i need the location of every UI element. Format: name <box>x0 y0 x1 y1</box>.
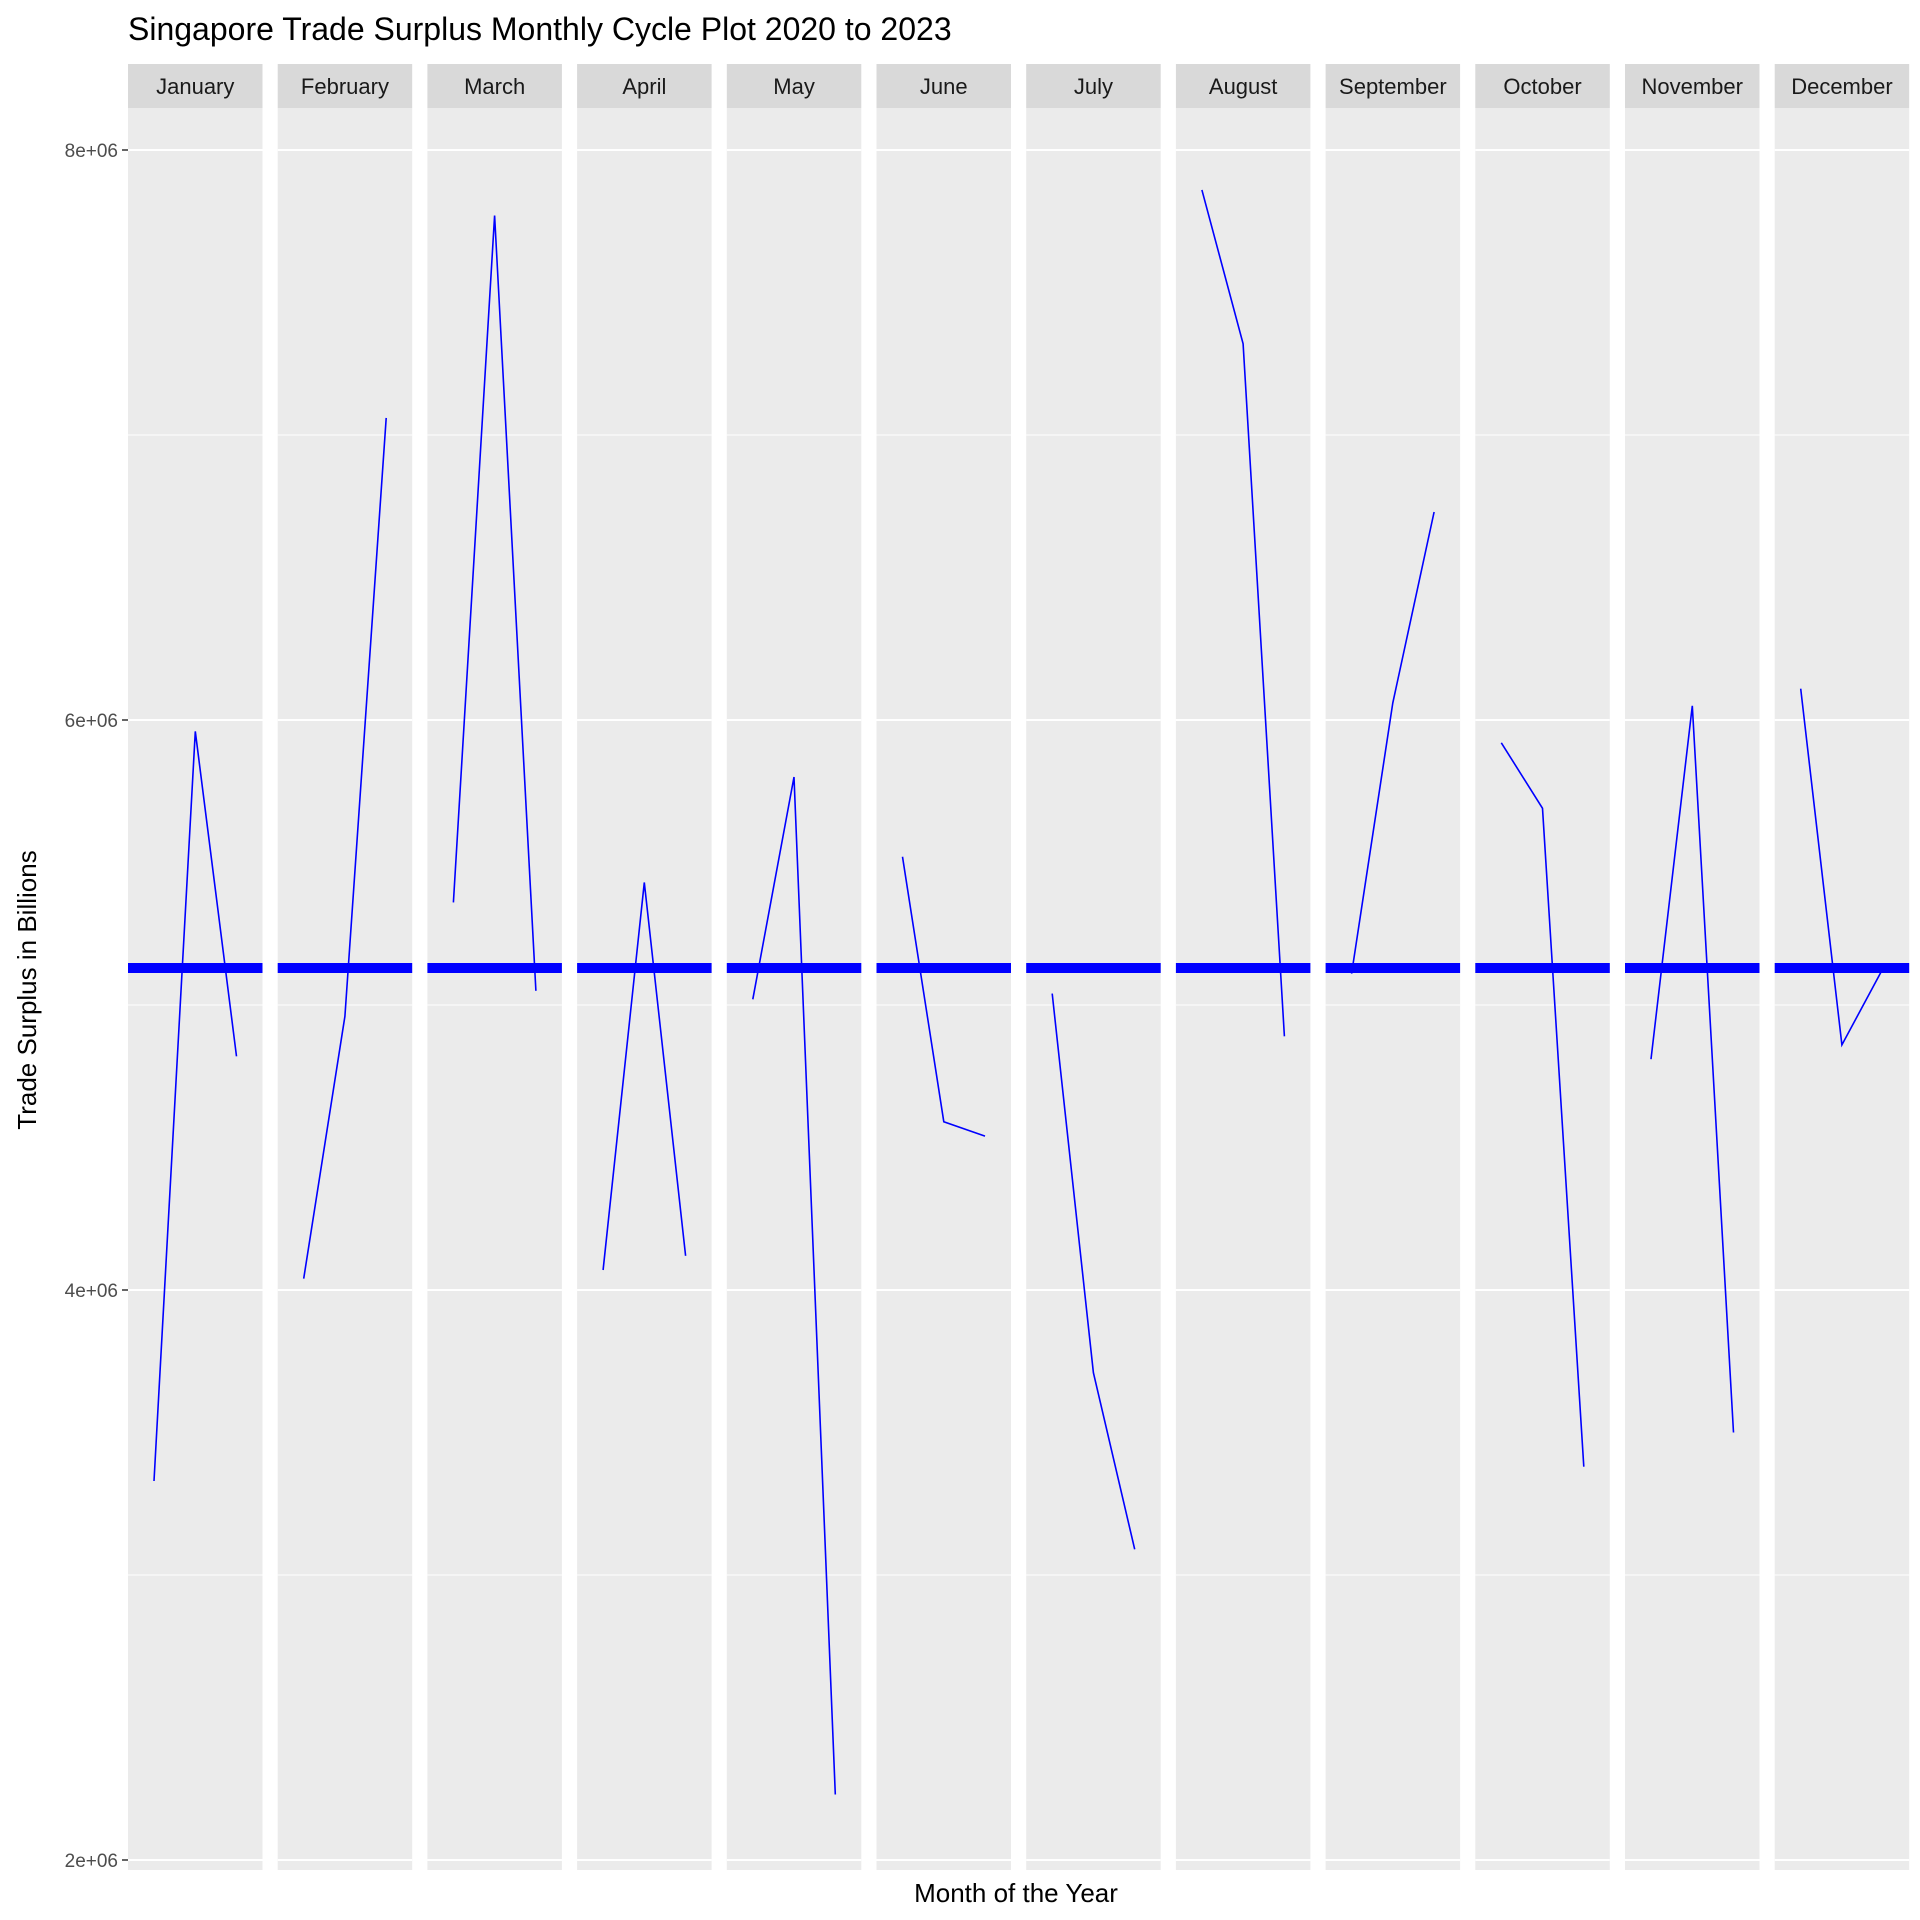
facet-strip <box>1475 64 1610 108</box>
facet-strip <box>577 64 712 108</box>
facet-strip <box>1625 64 1760 108</box>
facet-panel-may: May <box>726 64 862 1870</box>
facet-panel-november: November <box>1625 64 1760 1870</box>
panel-background <box>1175 108 1311 1870</box>
series-line-may <box>752 776 837 1795</box>
y-tick-label: 8e+06 <box>65 141 118 162</box>
chart-title: Singapore Trade Surplus Monthly Cycle Pl… <box>128 11 952 47</box>
panel-background <box>876 108 1011 1870</box>
facet-panel-april: April <box>577 64 712 1870</box>
facet-panel-december: December <box>1774 64 1910 1870</box>
series-line-december <box>1799 688 1884 1048</box>
series-line-october <box>1500 742 1585 1467</box>
facet-strip <box>128 64 263 108</box>
facet-strip <box>277 64 413 108</box>
facet-strip <box>1325 64 1461 108</box>
facet-strip <box>1774 64 1910 108</box>
facet-strip <box>876 64 1011 108</box>
series-line-november <box>1650 705 1735 1433</box>
panel-background <box>577 108 712 1870</box>
series-line-april <box>602 882 687 1271</box>
facet-panels: January February March April May June July Augu… <box>128 64 1910 1870</box>
y-tick-label: 6e+06 <box>65 711 118 732</box>
facet-strip-label: January <box>156 74 234 99</box>
series-line-february <box>302 417 387 1279</box>
facet-strip-label: August <box>1209 74 1278 99</box>
facet-strip-label: May <box>773 74 815 99</box>
facet-panel-march: March <box>427 64 562 1870</box>
panel-background <box>1774 108 1910 1870</box>
facet-strip-label: September <box>1339 74 1447 99</box>
panel-background <box>1325 108 1461 1870</box>
series-line-august <box>1201 189 1286 1037</box>
panel-background <box>427 108 562 1870</box>
facet-panel-january: January <box>128 64 263 1870</box>
facet-strip-label: December <box>1791 74 1892 99</box>
facet-strip <box>427 64 562 108</box>
panel-background <box>1625 108 1760 1870</box>
facet-panel-august: August <box>1175 64 1311 1870</box>
x-axis-title: Month of the Year <box>914 1878 1118 1908</box>
facet-strip <box>1026 64 1161 108</box>
facet-strip <box>726 64 862 108</box>
facet-panel-october: October <box>1475 64 1610 1870</box>
panel-background <box>1026 108 1161 1870</box>
series-line-july <box>1051 993 1136 1550</box>
facet-panel-june: June <box>876 64 1011 1870</box>
y-tick-label: 2e+06 <box>65 1851 118 1872</box>
y-axis-title: Trade Surplus in Billions <box>12 850 42 1129</box>
facet-strip-label: October <box>1503 74 1581 99</box>
facet-strip <box>1175 64 1311 108</box>
y-tick-label: 4e+06 <box>65 1281 118 1302</box>
series-line-september <box>1350 511 1435 974</box>
facet-strip-label: June <box>920 74 968 99</box>
facet-strip-label: July <box>1074 74 1113 99</box>
facet-strip-label: March <box>464 74 525 99</box>
series-line-january <box>153 731 238 1482</box>
panel-background <box>128 108 263 1870</box>
y-axis: 2e+06 4e+06 6e+06 8e+06 <box>65 141 128 1872</box>
series-line-june <box>901 856 986 1137</box>
series-line-march <box>452 215 537 991</box>
panel-background <box>1475 108 1610 1870</box>
panel-background <box>277 108 413 1870</box>
panel-background <box>726 108 862 1870</box>
facet-strip-label: April <box>622 74 666 99</box>
facet-panel-september: September <box>1325 64 1461 1870</box>
facet-panel-february: February <box>277 64 413 1870</box>
facet-strip-label: November <box>1642 74 1743 99</box>
facet-strip-label: February <box>301 74 389 99</box>
facet-panel-july: July <box>1026 64 1161 1870</box>
